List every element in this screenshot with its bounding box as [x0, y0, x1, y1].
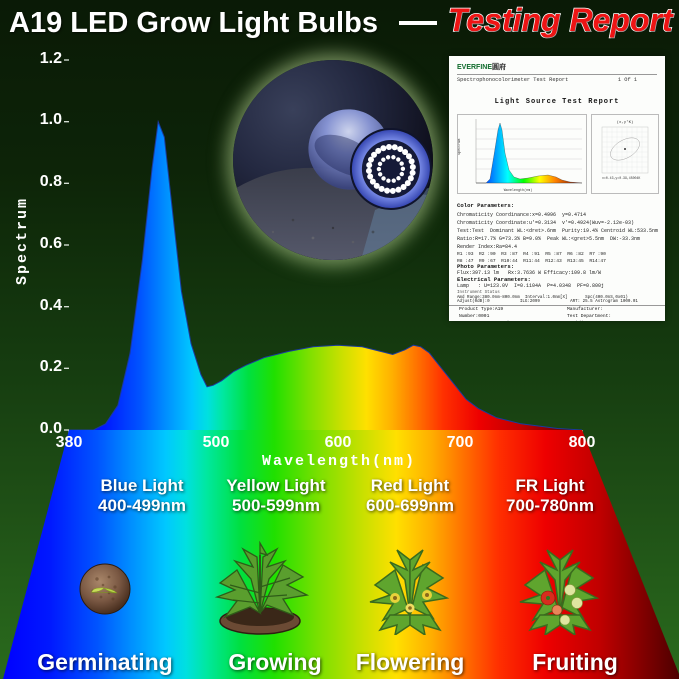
svg-text:x=0.43,y=0.39,45004K: x=0.43,y=0.39,45004K — [602, 176, 640, 180]
svg-text:Wavelength(nm): Wavelength(nm) — [504, 188, 533, 193]
svg-text:Spectrum: Spectrum — [458, 139, 462, 155]
svg-text:(x,y°K): (x,y°K) — [617, 120, 634, 125]
